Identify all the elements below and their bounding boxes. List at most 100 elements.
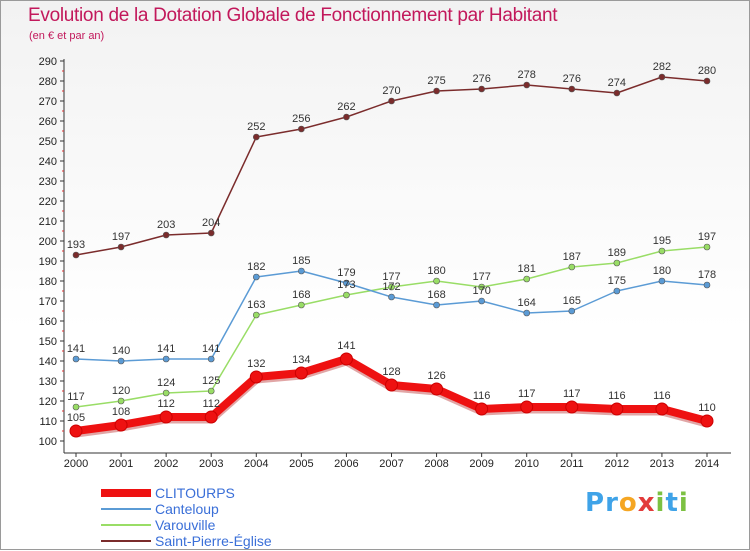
data-point bbox=[207, 387, 215, 395]
data-point bbox=[207, 355, 215, 363]
data-label: 116 bbox=[608, 390, 626, 402]
data-point bbox=[207, 229, 215, 237]
x-tick-label: 2003 bbox=[199, 458, 223, 470]
data-point bbox=[162, 389, 170, 397]
data-point bbox=[252, 311, 260, 319]
data-point bbox=[613, 259, 621, 267]
data-point bbox=[117, 243, 125, 251]
data-label: 204 bbox=[202, 217, 220, 229]
data-point bbox=[478, 283, 485, 291]
data-label: 274 bbox=[608, 77, 626, 89]
data-label: 126 bbox=[427, 370, 445, 382]
data-point bbox=[658, 277, 666, 285]
chart-subtitle: (en € et par an) bbox=[29, 30, 105, 42]
data-point bbox=[385, 378, 398, 392]
data-label: 141 bbox=[67, 343, 85, 355]
y-tick-label: 160 bbox=[39, 316, 57, 328]
data-point bbox=[520, 400, 534, 414]
logo-letter: o bbox=[618, 488, 638, 518]
logo-letter: i bbox=[678, 488, 689, 518]
legend-item: Saint-Pierre-Église bbox=[101, 533, 272, 549]
data-point bbox=[159, 410, 173, 424]
data-point bbox=[568, 263, 576, 271]
data-label: 182 bbox=[247, 261, 265, 273]
data-label: 173 bbox=[337, 279, 355, 291]
data-point bbox=[523, 309, 531, 317]
x-tick-label: 2010 bbox=[514, 458, 538, 470]
y-tick-label: 100 bbox=[39, 436, 57, 448]
data-label: 180 bbox=[653, 265, 671, 277]
data-label: 170 bbox=[472, 285, 490, 297]
x-tick-label: 2004 bbox=[244, 458, 268, 470]
data-label: 117 bbox=[67, 391, 85, 403]
data-label: 141 bbox=[337, 340, 355, 352]
chart-title: Evolution de la Dotation Globale de Fonc… bbox=[28, 5, 558, 26]
y-tick-label: 210 bbox=[39, 216, 57, 228]
data-point bbox=[565, 400, 579, 414]
data-point bbox=[294, 366, 308, 380]
data-label: 132 bbox=[247, 358, 265, 370]
series-layer bbox=[69, 73, 714, 438]
data-label: 203 bbox=[157, 219, 175, 231]
data-point bbox=[568, 307, 576, 315]
data-point bbox=[433, 87, 440, 95]
y-tick-label: 140 bbox=[39, 356, 57, 368]
x-tick-label: 2007 bbox=[379, 458, 403, 470]
legend-swatch bbox=[101, 524, 151, 526]
data-label: 276 bbox=[563, 73, 581, 85]
data-point bbox=[658, 73, 666, 81]
data-point bbox=[69, 424, 83, 438]
data-label: 193 bbox=[67, 239, 85, 251]
data-point bbox=[252, 273, 260, 281]
legend: CLITOURPS Canteloup Varouville Saint-Pierre… bbox=[101, 485, 272, 549]
x-tick-label: 2006 bbox=[334, 458, 358, 470]
x-tick-label: 2012 bbox=[605, 458, 629, 470]
data-label: 177 bbox=[472, 271, 490, 283]
data-label: 116 bbox=[473, 390, 491, 402]
data-point bbox=[117, 397, 125, 405]
legend-item: CLITOURPS bbox=[101, 485, 272, 501]
x-tick-label: 2005 bbox=[289, 458, 313, 470]
series-clitourps bbox=[69, 352, 714, 438]
data-label: 172 bbox=[382, 281, 400, 293]
y-tick-label: 110 bbox=[39, 416, 57, 428]
data-label: 178 bbox=[698, 269, 716, 281]
data-point bbox=[72, 355, 80, 363]
y-tick-label: 180 bbox=[39, 276, 57, 288]
data-point bbox=[298, 301, 305, 309]
data-label: 252 bbox=[247, 121, 265, 133]
y-tick-label: 220 bbox=[39, 196, 57, 208]
logo-letter: P bbox=[585, 488, 606, 518]
data-label: 105 bbox=[67, 412, 85, 424]
data-label: 112 bbox=[202, 398, 220, 410]
data-point bbox=[568, 85, 576, 93]
data-point bbox=[613, 89, 621, 97]
data-point bbox=[610, 402, 624, 416]
data-point bbox=[162, 231, 170, 239]
data-label: 181 bbox=[518, 263, 536, 275]
legend-swatch bbox=[101, 489, 151, 497]
y-tick-label: 150 bbox=[39, 336, 57, 348]
value-labels: 193 197 203 204 252 256 262 270 275 276 278 276 274 2… bbox=[67, 61, 716, 424]
data-point bbox=[433, 301, 440, 309]
legend-label: Canteloup bbox=[155, 501, 219, 517]
series-canteloup bbox=[72, 267, 711, 365]
data-point bbox=[700, 414, 714, 428]
data-point bbox=[298, 125, 305, 133]
legend-label: CLITOURPS bbox=[155, 485, 235, 501]
data-label: 256 bbox=[292, 113, 310, 125]
data-label: 270 bbox=[382, 85, 400, 97]
legend-label: Varouville bbox=[155, 517, 216, 533]
data-point bbox=[388, 283, 395, 291]
legend-item: Canteloup bbox=[101, 501, 272, 517]
data-label: 180 bbox=[427, 265, 445, 277]
data-point bbox=[162, 355, 170, 363]
data-label: 117 bbox=[518, 388, 536, 400]
proxiti-logo: Proxiti bbox=[585, 488, 689, 518]
data-label: 262 bbox=[337, 101, 355, 113]
data-point bbox=[433, 277, 440, 285]
data-point bbox=[388, 97, 395, 105]
data-point bbox=[339, 352, 353, 366]
